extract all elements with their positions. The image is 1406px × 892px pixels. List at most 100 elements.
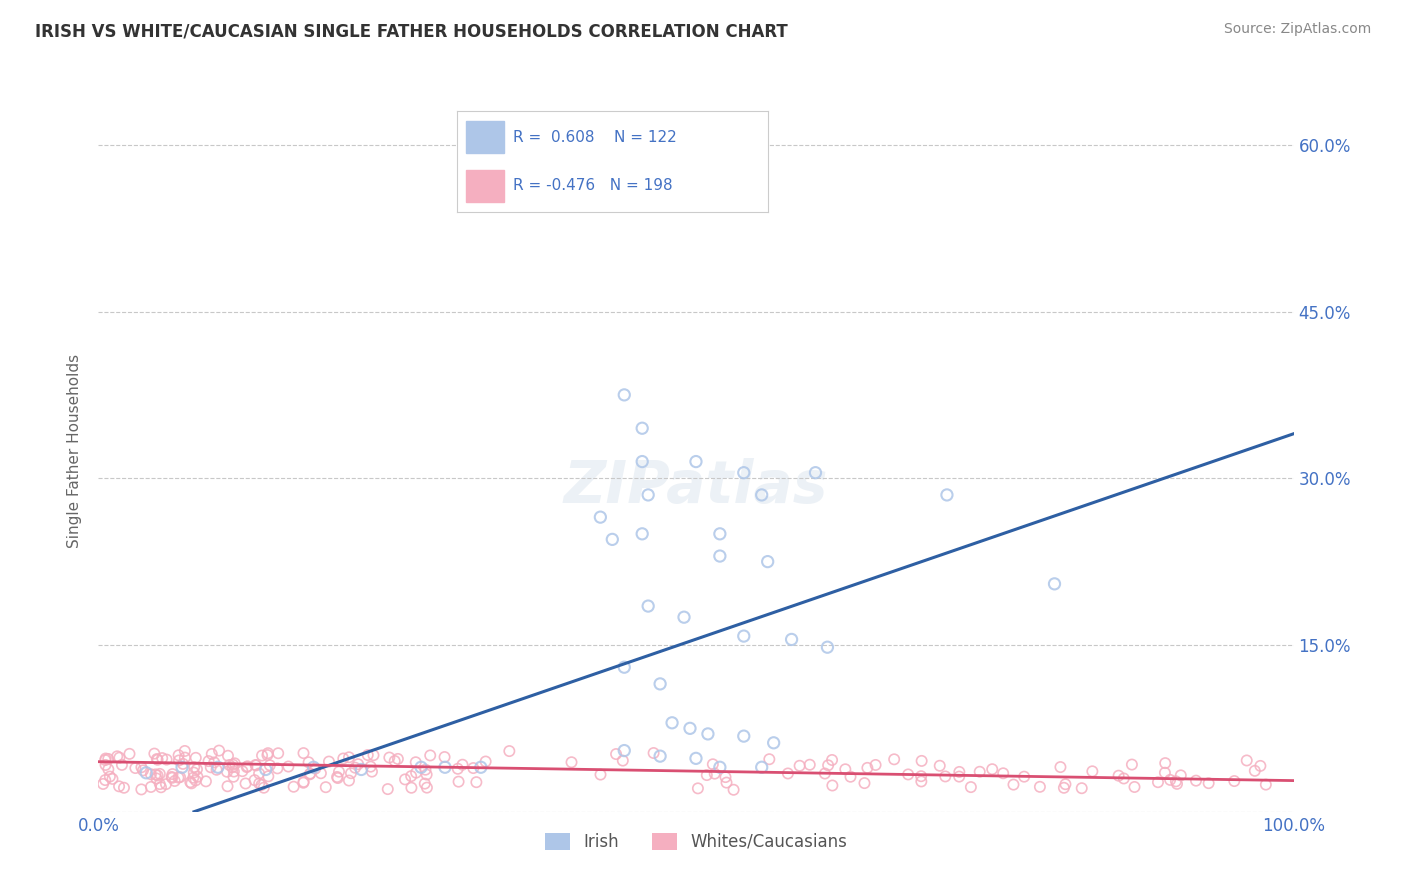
Point: [200, 760, 222, 774]
Point: [337, 773, 360, 788]
Point: [292, 746, 315, 760]
Point: [315, 780, 337, 794]
Point: [419, 748, 441, 763]
Point: [97, 752, 120, 766]
Point: [145, 767, 167, 781]
Point: [865, 758, 887, 772]
Point: [648, 749, 672, 764]
Point: [292, 774, 315, 789]
Point: [108, 750, 131, 764]
Point: [1164, 774, 1187, 789]
Point: [202, 756, 225, 770]
Point: [685, 454, 707, 468]
Point: [318, 755, 340, 769]
Point: [613, 144, 636, 158]
Point: [1170, 768, 1192, 782]
Point: [215, 764, 238, 779]
Point: [1029, 780, 1052, 794]
Point: [201, 747, 224, 761]
Point: [1185, 773, 1208, 788]
Point: [637, 488, 659, 502]
Point: [1159, 772, 1181, 787]
Point: [326, 770, 349, 784]
Point: [883, 752, 905, 766]
Point: [146, 753, 169, 767]
Point: [108, 780, 131, 794]
Point: [236, 759, 259, 773]
Point: [605, 747, 627, 761]
Point: [94, 758, 117, 772]
Point: [911, 754, 934, 768]
Point: [162, 767, 184, 781]
Point: [257, 746, 280, 760]
Point: [256, 747, 278, 762]
Point: [257, 769, 280, 783]
Point: [434, 760, 457, 774]
Point: [447, 762, 470, 776]
Point: [948, 764, 970, 779]
Point: [131, 782, 153, 797]
Point: [1043, 577, 1066, 591]
Point: [363, 748, 385, 763]
Point: [145, 772, 167, 786]
Point: [245, 758, 267, 772]
Point: [217, 748, 239, 763]
Point: [112, 780, 135, 795]
Point: [776, 766, 799, 780]
Point: [186, 762, 208, 776]
Point: [411, 760, 433, 774]
Point: [613, 743, 636, 757]
Point: [347, 757, 370, 772]
Point: [416, 780, 439, 795]
Point: [377, 782, 399, 797]
Point: [183, 765, 205, 780]
Point: [97, 762, 120, 776]
Point: [221, 760, 243, 774]
Point: [146, 768, 169, 782]
Text: IRISH VS WHITE/CAUCASIAN SINGLE FATHER HOUSEHOLDS CORRELATION CHART: IRISH VS WHITE/CAUCASIAN SINGLE FATHER H…: [35, 22, 787, 40]
Point: [1147, 775, 1170, 789]
Point: [266, 761, 288, 775]
Point: [1081, 764, 1104, 779]
Point: [1121, 757, 1143, 772]
Point: [756, 555, 779, 569]
Point: [751, 760, 773, 774]
Point: [834, 762, 856, 776]
Point: [361, 764, 384, 779]
Point: [205, 763, 228, 777]
Point: [146, 752, 169, 766]
Point: [181, 771, 204, 785]
Point: [197, 754, 219, 768]
Point: [98, 770, 121, 784]
Point: [150, 751, 173, 765]
Point: [733, 729, 755, 743]
Point: [222, 764, 245, 779]
Point: [969, 764, 991, 779]
Point: [405, 765, 427, 780]
Point: [1053, 780, 1076, 795]
Point: [856, 761, 879, 775]
Point: [814, 766, 837, 780]
Point: [222, 770, 245, 784]
Point: [344, 761, 367, 775]
Point: [1108, 769, 1130, 783]
Point: [716, 775, 738, 789]
Point: [132, 764, 155, 778]
Point: [714, 770, 737, 784]
Point: [910, 769, 932, 783]
Point: [498, 744, 520, 758]
Point: [94, 753, 117, 767]
Point: [789, 758, 811, 772]
Point: [948, 770, 970, 784]
Point: [131, 760, 153, 774]
Point: [804, 466, 827, 480]
Point: [101, 772, 124, 786]
Point: [637, 144, 659, 158]
Point: [332, 751, 354, 765]
Point: [194, 774, 217, 789]
Point: [910, 774, 932, 789]
Point: [928, 758, 950, 772]
Point: [415, 763, 437, 777]
Point: [283, 780, 305, 794]
Point: [679, 722, 702, 736]
